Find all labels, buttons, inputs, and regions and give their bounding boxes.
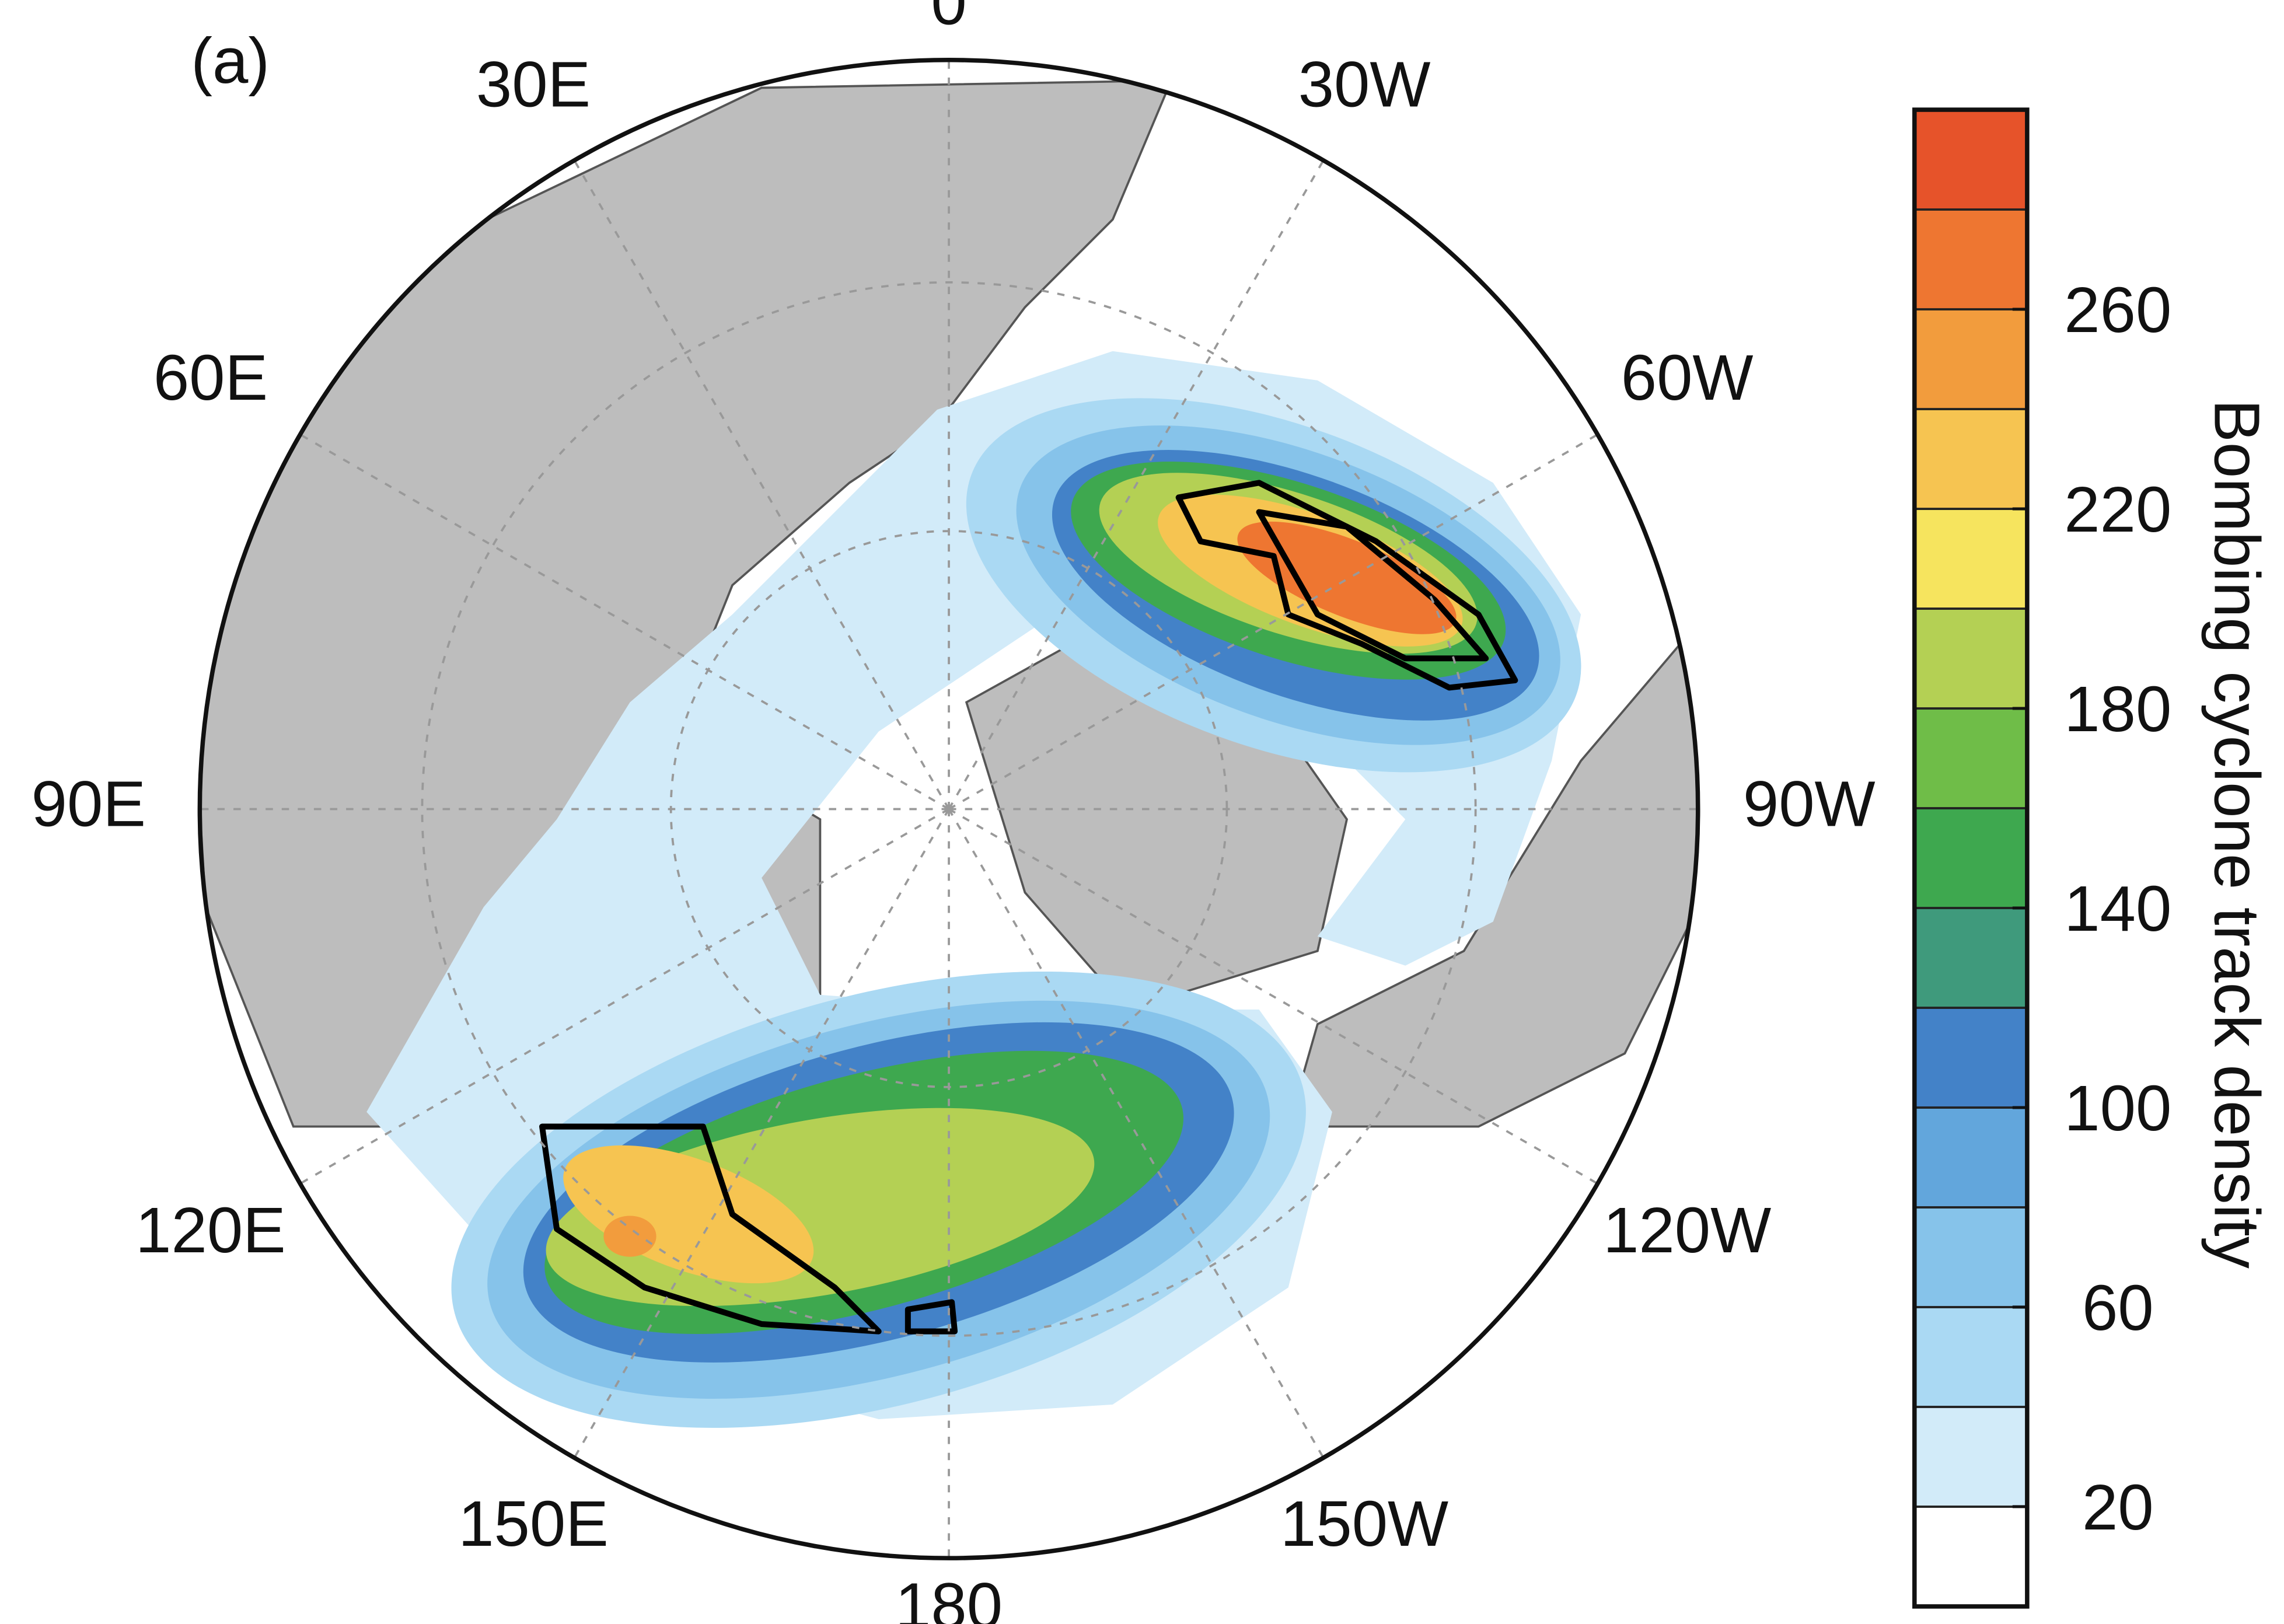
colorbar-tick-label: 260 <box>2064 274 2171 346</box>
colorbar-box <box>1913 1206 2028 1308</box>
longitude-label: 90E <box>32 769 146 840</box>
longitude-label: 120W <box>1603 1195 1771 1266</box>
colorbar-box <box>1913 1106 2028 1209</box>
polar-map <box>200 60 1698 1559</box>
longitude-label: 120E <box>135 1195 286 1266</box>
colorbar-box <box>1913 208 2028 310</box>
colorbar-box <box>1913 607 2028 710</box>
density-level <box>603 1216 656 1257</box>
colorbar-box <box>1913 109 2028 211</box>
colorbar-tick-label: 140 <box>2064 873 2171 945</box>
colorbar-box <box>1913 408 2028 510</box>
contour <box>539 1123 882 1335</box>
longitude-label: 30E <box>476 48 591 120</box>
longitude-label: 0 <box>931 0 966 39</box>
colorbar-label: Bombing cyclone track density <box>2201 399 2273 1269</box>
longitude-labels: 0 30W 60W 90W 120W 150W 180 150E 120E 90E 60E 30E <box>32 0 1876 1624</box>
colorbar-box <box>1913 308 2028 410</box>
colorbar-tick-label: 20 <box>2082 1472 2154 1543</box>
longitude-label: 30W <box>1298 48 1431 120</box>
density-level <box>563 1145 814 1284</box>
contour <box>904 1299 958 1335</box>
colorbar-box <box>1913 907 2028 1009</box>
colorbar-box <box>1913 508 2028 610</box>
contour <box>1175 480 1518 691</box>
map-border <box>197 58 1700 1560</box>
contour <box>1256 509 1489 662</box>
longitude-label: 60E <box>153 342 268 414</box>
panel-label: (a) <box>191 25 270 97</box>
colorbar-tick-label: 220 <box>2064 474 2171 546</box>
longitude-label: 150W <box>1280 1488 1448 1560</box>
colorbar-box <box>1913 1406 2028 1508</box>
longitude-label: 150E <box>458 1488 609 1560</box>
colorbar-frame <box>1912 107 2030 1609</box>
colorbar-tick-label: 180 <box>2064 673 2171 745</box>
longitude-label: 90W <box>1743 769 1876 840</box>
colorbar-box <box>1913 1007 2028 1109</box>
colorbar-box <box>1913 707 2028 809</box>
colorbar-box <box>1913 1306 2028 1408</box>
colorbar-tick-label: 100 <box>2064 1073 2171 1144</box>
longitude-label: 60W <box>1621 342 1754 414</box>
density-level <box>1237 521 1457 634</box>
graticule <box>200 60 1698 1559</box>
colorbar: 20 60 100 140 180 220 260 <box>1912 107 2171 1609</box>
colorbar-box <box>1913 807 2028 909</box>
longitude-label: 180 <box>895 1570 1003 1624</box>
colorbar-tick-label: 60 <box>2082 1272 2154 1344</box>
colorbar-box <box>1913 1506 2028 1608</box>
